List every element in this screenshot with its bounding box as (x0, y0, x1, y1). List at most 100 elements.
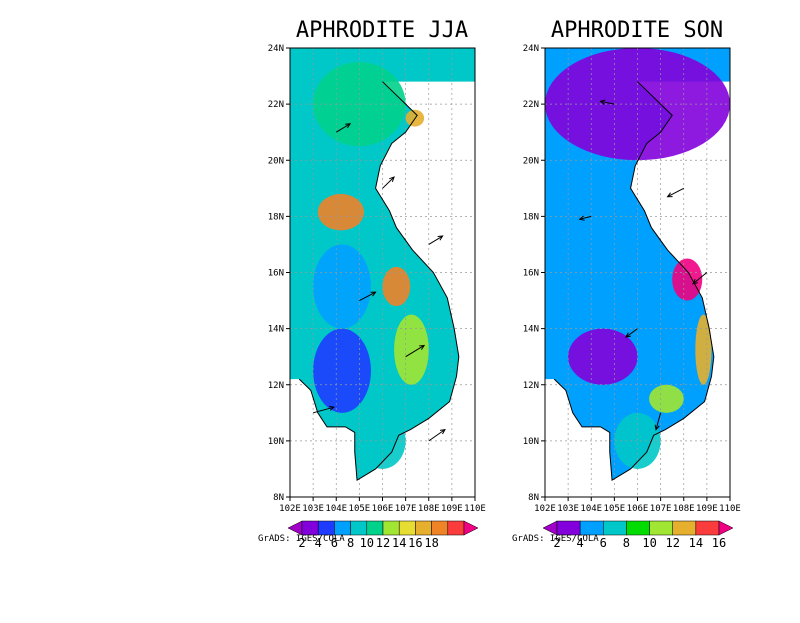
region-mekong-delta (359, 412, 406, 469)
colorbar: 2 4 6 8 10 12 14 16 18 (287, 520, 479, 550)
wind-arrow-head (654, 424, 660, 431)
wind-arrow (382, 176, 395, 189)
panel-jja: APHRODITE JJA 102E 103E 104E 105E 106E 107E 10… (258, 18, 486, 550)
x-tick-label: 107E (650, 504, 672, 514)
y-tick-label: 8N (273, 493, 284, 503)
x-axis: 102E 103E 104E 105E 106E 107E 108E 109E 110E (279, 497, 486, 514)
panel-son: APHRODITE SON 102E 103E 104E 105E 106E 107E 10… (512, 18, 741, 550)
colorbar-swatch (431, 520, 449, 536)
wind-arrow (428, 429, 446, 442)
colorbar-swatch (317, 520, 335, 536)
wind-arrow-head (437, 235, 444, 241)
colorbar-label: 8 (347, 536, 354, 550)
colorbar-swatch (350, 520, 368, 536)
y-tick-label: 12N (268, 381, 284, 391)
y-tick-label: 10N (523, 437, 539, 447)
y-tick-label: 18N (523, 212, 539, 222)
region-laos-south (313, 244, 371, 329)
y-tick-label: 10N (268, 437, 284, 447)
region-south-coast (695, 314, 712, 385)
wind-arrow (335, 123, 351, 133)
colorbar-swatch (672, 520, 697, 536)
wind-arrow (600, 100, 615, 105)
wind-arrow (359, 291, 376, 302)
x-tick-label: 103E (557, 504, 579, 514)
region-coast-central (394, 314, 429, 385)
x-axis: 102E 103E 104E 105E 106E 107E 108E 109E 110E (534, 497, 741, 514)
y-tick-label: 8N (528, 493, 539, 503)
colorbar-swatch (695, 520, 720, 536)
colorbar-swatch (334, 520, 351, 536)
wind-arrow (312, 406, 335, 414)
x-tick-label: 107E (395, 504, 417, 514)
colorbar-swatch (603, 520, 627, 536)
grid-lines (545, 48, 730, 497)
wind-arrow-head (692, 278, 698, 285)
region-central-coast-peak (672, 258, 703, 301)
x-tick-label: 109E (441, 504, 463, 514)
x-tick-label: 109E (696, 504, 718, 514)
wind-arrow (428, 235, 443, 245)
colorbar-label: 18 (424, 536, 438, 550)
wind-arrow (667, 187, 684, 198)
y-tick-label: 24N (523, 44, 539, 54)
colorbar-label: 2 (298, 536, 305, 550)
coastline-path (298, 81, 460, 482)
credit-text: GrADS: IGES/COLA (258, 534, 345, 544)
coastline-path (553, 81, 715, 482)
coastline (553, 81, 715, 482)
wind-arrow (405, 345, 425, 358)
region-central-peak (382, 266, 411, 307)
wind-arrow-head (370, 291, 377, 297)
panel-title: APHRODITE SON (551, 18, 723, 43)
rainfall-field (290, 48, 475, 481)
colorbar-swatch (415, 520, 432, 536)
x-tick-label: 110E (464, 504, 486, 514)
colorbar-label: 14 (392, 536, 406, 550)
credit-text: GrADS: IGES/COLA (512, 534, 599, 544)
colorbar-swatch (556, 520, 581, 536)
wind-arrow-head (439, 428, 446, 435)
wind-arrow-head (599, 99, 606, 105)
y-tick-label: 18N (268, 212, 284, 222)
colorbar-label: 10 (642, 536, 656, 550)
colorbar-label: 10 (360, 536, 374, 550)
y-tick-label: 14N (523, 325, 539, 335)
wind-arrow-head (578, 215, 585, 221)
wind-arrow-head (666, 192, 673, 198)
grid-lines (290, 48, 475, 497)
panel-title: APHRODITE JJA (296, 18, 468, 43)
x-tick-label: 110E (719, 504, 741, 514)
x-tick-label: 106E (372, 504, 394, 514)
colorbar-high-arrow (463, 520, 479, 536)
colorbar-swatch (301, 520, 319, 536)
colorbar-label: 6 (331, 536, 338, 550)
colorbar-swatch (398, 520, 416, 536)
y-axis: 8N 10N 12N 14N 16N 18N 20N 22N 24N (523, 44, 545, 503)
wind-arrow (692, 272, 708, 285)
colorbar-label: 8 (623, 536, 630, 550)
colorbar-label: 16 (712, 536, 726, 550)
y-tick-label: 20N (268, 156, 284, 166)
wind-arrow-head (419, 344, 426, 350)
region-southeast (649, 384, 684, 413)
x-tick-label: 105E (604, 504, 626, 514)
colorbar-swatch (579, 520, 604, 536)
region-cambodia (313, 328, 371, 413)
x-tick-label: 102E (279, 504, 301, 514)
wind-arrow (625, 328, 638, 338)
region-cambodia (568, 328, 638, 385)
coastline (298, 81, 460, 482)
wind-arrow-head (389, 176, 395, 182)
colorbar: 2 4 6 8 10 12 14 16 (542, 520, 734, 550)
wind-arrow-head (345, 123, 352, 129)
y-tick-label: 16N (268, 269, 284, 279)
y-tick-label: 22N (523, 100, 539, 110)
x-tick-label: 108E (418, 504, 440, 514)
wind-vectors (312, 123, 446, 442)
colorbar-low-arrow (542, 520, 558, 536)
colorbar-label: 6 (600, 536, 607, 550)
colorbar-label: 4 (577, 536, 584, 550)
colorbar-low-arrow (287, 520, 303, 536)
wind-vectors (578, 99, 708, 431)
